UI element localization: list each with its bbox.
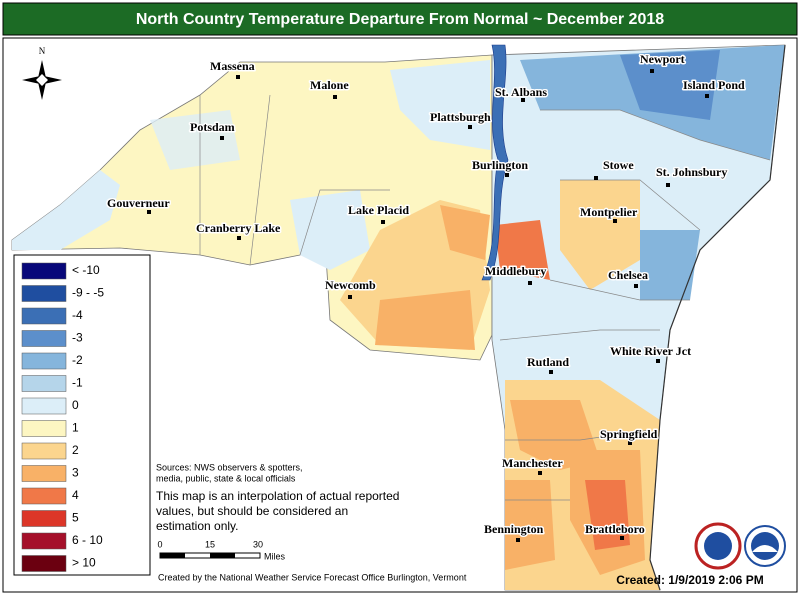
legend-label: > 10 bbox=[72, 556, 96, 570]
legend-swatch bbox=[21, 262, 67, 280]
created-date: Created: 1/9/2019 2:06 PM bbox=[616, 573, 763, 587]
sources-line: Sources: NWS observers & spotters, bbox=[156, 462, 303, 472]
legend-swatch bbox=[21, 487, 67, 505]
legend-swatch bbox=[21, 352, 67, 370]
legend-swatch bbox=[21, 285, 67, 302]
city-label: Rutland bbox=[527, 355, 569, 369]
note-line: This map is an interpolation of actual r… bbox=[156, 489, 399, 503]
legend-label: 6 - 10 bbox=[72, 533, 103, 547]
city-label: Island Pond bbox=[683, 78, 745, 92]
logos bbox=[694, 522, 786, 570]
city-dot bbox=[236, 75, 240, 79]
city-label: Middlebury bbox=[485, 264, 546, 278]
legend-label: 1 bbox=[72, 421, 79, 435]
city-dot bbox=[528, 281, 532, 285]
legend-swatch bbox=[21, 510, 67, 527]
legend-label: < -10 bbox=[72, 263, 100, 277]
city-dot bbox=[549, 370, 553, 374]
map-shapes bbox=[11, 44, 786, 591]
city-dot bbox=[538, 471, 542, 475]
city-dot bbox=[521, 98, 525, 102]
city-label: Brattleboro bbox=[585, 522, 645, 536]
city-dot bbox=[613, 219, 617, 223]
legend-label: -3 bbox=[72, 331, 83, 345]
legend-label: 4 bbox=[72, 488, 79, 502]
legend-label: 0 bbox=[72, 398, 79, 412]
north-label: N bbox=[39, 46, 46, 56]
legend: < -10 -9 - -5 -4 -3 -2 -1 0 1 2 3 4 5 6 - 10 > 10 bbox=[21, 262, 104, 572]
city-label: Plattsburgh bbox=[430, 110, 491, 124]
city-label: Massena bbox=[210, 59, 255, 73]
scale-tick: 30 bbox=[253, 539, 263, 549]
city-dot bbox=[381, 220, 385, 224]
city-label: Newport bbox=[640, 52, 685, 66]
city-label: Burlington bbox=[472, 158, 528, 172]
legend-swatch bbox=[21, 555, 67, 572]
legend-label: 3 bbox=[72, 466, 79, 480]
city-label: Malone bbox=[310, 78, 349, 92]
city-dot bbox=[650, 69, 654, 73]
legend-box bbox=[13, 254, 151, 576]
city-dot bbox=[666, 183, 670, 187]
legend-label: -2 bbox=[72, 353, 83, 367]
city-label: Montpelier bbox=[580, 205, 638, 219]
city-label: Bennington bbox=[484, 522, 544, 536]
legend-label: 5 bbox=[72, 511, 79, 525]
scale-tick: 15 bbox=[205, 539, 215, 549]
note-line: estimation only. bbox=[156, 519, 238, 533]
legend-swatch bbox=[21, 330, 67, 347]
scale-unit: Miles bbox=[264, 551, 286, 561]
city-label: Manchester bbox=[502, 456, 563, 470]
city-dot bbox=[634, 284, 638, 288]
city-dot bbox=[237, 236, 241, 240]
north-arrow: N bbox=[22, 46, 62, 100]
legend-label: -1 bbox=[72, 376, 83, 390]
credit: Created by the National Weather Service … bbox=[158, 572, 467, 582]
city-label: Chelsea bbox=[608, 268, 648, 282]
legend-label: 2 bbox=[72, 443, 79, 457]
city-dot bbox=[594, 176, 598, 180]
legend-swatch bbox=[21, 375, 67, 392]
city-label: Gouverneur bbox=[107, 196, 170, 210]
scale-bar: 0 15 30 Miles bbox=[157, 539, 285, 561]
city-label: St. Albans bbox=[495, 85, 547, 99]
legend-swatch bbox=[21, 442, 67, 460]
legend-swatch bbox=[21, 465, 67, 482]
sources-line: media, public, state & local officials bbox=[156, 473, 296, 483]
city-dot bbox=[147, 210, 151, 214]
city-dot bbox=[656, 359, 660, 363]
city-label: Lake Placid bbox=[348, 203, 409, 217]
city-dot bbox=[468, 125, 472, 129]
city-dot bbox=[348, 295, 352, 299]
city-dot bbox=[620, 536, 624, 540]
city-dot bbox=[516, 538, 520, 542]
legend-swatch bbox=[21, 397, 67, 415]
title-bar bbox=[2, 2, 798, 36]
city-dot bbox=[220, 136, 224, 140]
legend-label: -4 bbox=[72, 308, 83, 322]
city-label: Stowe bbox=[603, 158, 634, 172]
legend-swatch bbox=[21, 307, 67, 325]
city-dot bbox=[505, 173, 509, 177]
city-label: Potsdam bbox=[190, 120, 235, 134]
city-label: St. Johnsbury bbox=[656, 165, 727, 179]
city-label: Newcomb bbox=[325, 278, 376, 292]
legend-swatch bbox=[21, 420, 67, 437]
city-label: Cranberry Lake bbox=[196, 221, 281, 235]
city-dot bbox=[705, 94, 709, 98]
city-dot bbox=[333, 95, 337, 99]
city-dot bbox=[628, 441, 632, 445]
city-label: Springfield bbox=[600, 427, 658, 441]
note-line: values, but should be considered an bbox=[156, 504, 348, 518]
scale-tick: 0 bbox=[157, 539, 162, 549]
title: North Country Temperature Departure From… bbox=[136, 11, 664, 28]
cities: Massena Malone Potsdam St. Albans Plattsburg… bbox=[106, 50, 747, 542]
legend-label: -9 - -5 bbox=[72, 286, 104, 300]
legend-swatch bbox=[21, 532, 67, 550]
city-label: White River Jct bbox=[610, 344, 691, 358]
